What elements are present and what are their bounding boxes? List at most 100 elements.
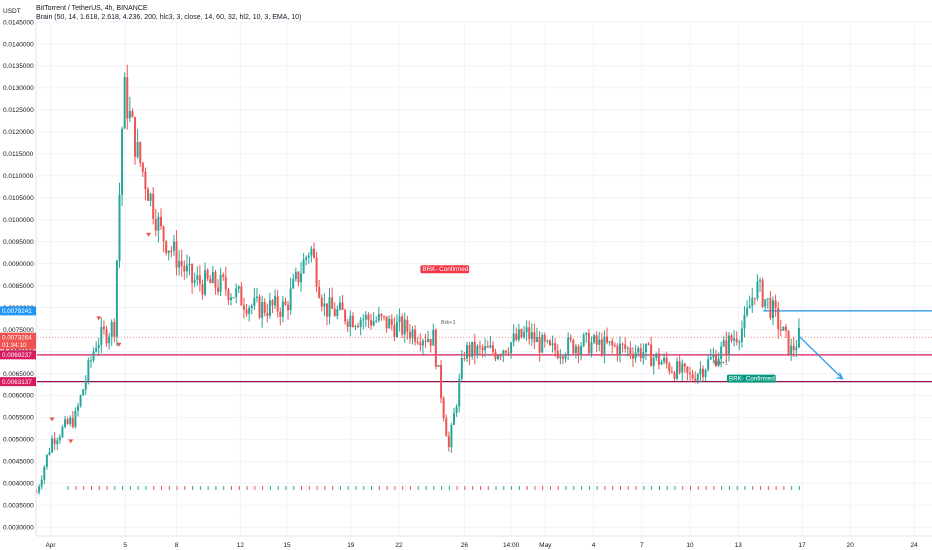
horizontal-lines	[37, 310, 932, 383]
signal-tick	[674, 486, 676, 490]
signal-tick	[511, 486, 513, 490]
candle-body	[709, 357, 712, 360]
signal-tick	[518, 486, 520, 490]
candle-body	[178, 261, 181, 268]
y-tick-label: 0.0065000	[3, 371, 34, 378]
candle-body	[183, 266, 186, 272]
candle-body	[147, 189, 150, 201]
candle-body	[683, 363, 686, 367]
candle-body	[434, 330, 437, 367]
candle-body	[460, 358, 463, 379]
candle-body	[131, 111, 134, 118]
x-tick-label: Apr	[45, 542, 56, 549]
candle-body	[637, 348, 640, 353]
candle-body	[546, 340, 549, 342]
price-axis[interactable]: USDT 0.0030000 0.0035000 0.0040000 0.004500…	[3, 8, 37, 536]
candle-body	[403, 319, 406, 335]
candle-body	[515, 333, 518, 340]
candle-body	[206, 270, 209, 279]
candle-body	[167, 250, 170, 254]
candle-body	[484, 346, 487, 351]
signal-tick	[83, 486, 85, 490]
signal-tick	[129, 486, 131, 490]
candle-body	[64, 419, 67, 427]
signal-tick	[573, 486, 575, 490]
signal-tick	[355, 486, 357, 490]
candle-body	[139, 142, 142, 163]
signal-tick	[736, 486, 738, 490]
candle-body	[759, 280, 762, 282]
candle-body	[657, 353, 660, 365]
signal-tick	[402, 486, 404, 490]
x-tick-label: 5	[123, 542, 127, 549]
candle-body	[603, 336, 606, 355]
signal-tick	[347, 486, 349, 490]
signal-tick	[176, 486, 178, 490]
signal-tick	[433, 486, 435, 490]
candle-body	[587, 332, 590, 354]
candle-body	[289, 288, 292, 311]
candle-body	[421, 340, 424, 346]
candle-body	[777, 307, 780, 330]
signal-tick	[339, 486, 341, 490]
candle-body	[564, 355, 567, 359]
candle-body	[274, 296, 277, 306]
candle-body	[478, 345, 481, 348]
signal-tick	[106, 486, 108, 490]
candle-body	[761, 280, 764, 307]
candle-body	[556, 350, 559, 359]
candle-body	[616, 345, 619, 356]
x-tick-label: 15	[283, 542, 291, 549]
signal-tick	[160, 486, 162, 490]
candle-body	[652, 357, 655, 367]
candle-body	[738, 342, 741, 344]
candle-body	[38, 486, 41, 493]
candle-body	[113, 322, 116, 337]
candle-body	[720, 346, 723, 359]
y-tick-label: 0.0090000	[3, 261, 34, 268]
signal-tick	[293, 486, 295, 490]
candle-body	[367, 314, 370, 321]
candle-body	[481, 347, 484, 351]
candle-body	[476, 345, 479, 356]
candle-body	[764, 299, 767, 307]
y-tick-label: 0.0075000	[3, 327, 34, 334]
candle-body	[442, 398, 445, 419]
y-tick-label: 0.0115000	[3, 151, 34, 158]
signal-tick	[705, 486, 707, 490]
candle-body	[211, 272, 214, 284]
candle-body	[196, 275, 199, 281]
candle-body	[427, 338, 430, 342]
candle-body	[235, 288, 238, 298]
price-label-text: 0.0069237	[2, 352, 32, 359]
candle-body	[48, 452, 51, 455]
y-tick-label: 0.0120000	[3, 129, 34, 136]
candle-body	[292, 278, 295, 289]
candle-body	[134, 117, 137, 157]
price-label-text: 0.0073264	[2, 334, 32, 341]
signal-tick	[145, 486, 147, 490]
candle-body	[502, 350, 505, 356]
candle-body	[191, 264, 194, 283]
signal-tick	[308, 486, 310, 490]
time-axis[interactable]: Apr 5 8 12 15 19 22 26 14:00 May 4 7 10 13 17 20 24	[37, 535, 932, 549]
signal-tick	[620, 486, 621, 490]
candle-body	[58, 436, 61, 441]
signal-tick	[526, 486, 528, 490]
candle-body	[250, 305, 253, 308]
candle-body	[536, 337, 539, 343]
candle-body	[305, 257, 308, 260]
signal-tick	[721, 486, 723, 490]
annotation-label: Brk+1	[441, 320, 456, 326]
candle-body	[790, 345, 793, 355]
candle-body	[445, 418, 448, 437]
candle-body	[84, 380, 87, 390]
signal-tick	[791, 486, 793, 490]
candle-body	[325, 303, 328, 317]
candle-body	[222, 274, 225, 277]
signal-tick	[98, 486, 100, 490]
candle-body	[188, 264, 191, 266]
signal-tick	[557, 486, 559, 490]
